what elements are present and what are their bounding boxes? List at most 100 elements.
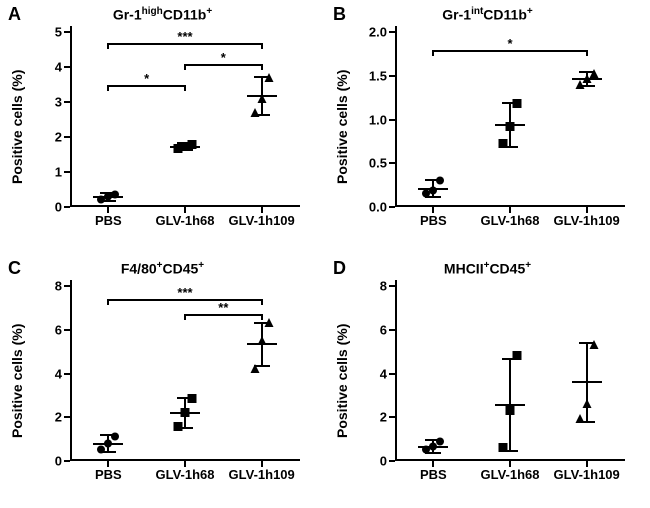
- y-tick-label: 0.0: [369, 200, 387, 215]
- x-tick-label: GLV-1h109: [554, 213, 620, 228]
- x-tick-label: GLV-1h68: [480, 467, 539, 482]
- y-axis: [70, 280, 72, 461]
- panel-a: A Gr-1highCD11b+ Positive cells (%) 0123…: [0, 0, 325, 254]
- y-tick: [389, 75, 395, 77]
- y-tick: [389, 206, 395, 208]
- data-point: [513, 95, 522, 113]
- data-point: [499, 135, 508, 153]
- y-tick-label: 2: [380, 410, 387, 425]
- y-tick-label: 2: [55, 410, 62, 425]
- panel-d: D MHCII+CD45+ Positive cells (%) 02468PB…: [325, 254, 650, 508]
- y-tick-label: 1: [55, 165, 62, 180]
- significance-bracket-end: [107, 299, 109, 305]
- significance-label: *: [144, 72, 149, 85]
- data-point: [250, 360, 259, 378]
- y-axis: [395, 26, 397, 207]
- data-point: [257, 90, 266, 108]
- yaxis-label-b: Positive cells (%): [334, 0, 352, 254]
- x-tick-label: GLV-1h109: [229, 213, 295, 228]
- data-point: [436, 172, 445, 190]
- data-point: [264, 69, 273, 87]
- data-point: [575, 410, 584, 428]
- y-tick: [64, 329, 70, 331]
- y-tick-label: 1.5: [369, 68, 387, 83]
- y-tick-label: 8: [380, 279, 387, 294]
- x-tick-label: GLV-1h109: [229, 467, 295, 482]
- panel-title-c: F4/80+CD45+: [0, 260, 325, 277]
- yaxis-label-c: Positive cells (%): [9, 254, 27, 508]
- y-tick-label: 4: [55, 366, 62, 381]
- yaxis-label-d: Positive cells (%): [334, 254, 352, 508]
- data-point: [582, 395, 591, 413]
- significance-bracket-end: [261, 43, 263, 49]
- data-point: [436, 433, 445, 451]
- data-point: [111, 186, 120, 204]
- significance-label: **: [218, 301, 228, 314]
- x-tick-label: GLV-1h68: [155, 467, 214, 482]
- significance-bracket-end: [107, 43, 109, 49]
- yaxis-label-a: Positive cells (%): [9, 0, 27, 254]
- x-tick-label: PBS: [420, 213, 447, 228]
- y-tick-label: 8: [55, 279, 62, 294]
- y-tick-label: 2: [55, 130, 62, 145]
- data-point: [188, 390, 197, 408]
- significance-bracket-end: [586, 50, 588, 56]
- y-tick-label: 3: [55, 95, 62, 110]
- significance-label: ***: [177, 30, 192, 43]
- y-tick-label: 6: [380, 322, 387, 337]
- y-tick-label: 0: [55, 454, 62, 469]
- y-tick-label: 5: [55, 25, 62, 40]
- y-tick: [64, 416, 70, 418]
- y-tick: [64, 136, 70, 138]
- y-tick-label: 4: [380, 366, 387, 381]
- y-tick-label: 6: [55, 322, 62, 337]
- y-tick-label: 2.0: [369, 25, 387, 40]
- y-tick: [64, 31, 70, 33]
- significance-bracket-end: [184, 314, 186, 320]
- y-tick: [389, 460, 395, 462]
- y-tick: [64, 460, 70, 462]
- x-tick-label: PBS: [95, 467, 122, 482]
- y-tick: [389, 285, 395, 287]
- significance-bracket-end: [432, 50, 434, 56]
- y-tick: [64, 171, 70, 173]
- panel-title-b: Gr-1intCD11b+: [325, 6, 650, 23]
- data-point: [506, 118, 515, 136]
- plot-area-c: 02468PBSGLV-1h68GLV-1h109*****: [70, 286, 300, 461]
- data-point: [111, 428, 120, 446]
- panel-title-d: MHCII+CD45+: [325, 260, 650, 277]
- y-axis: [395, 280, 397, 461]
- y-tick: [389, 416, 395, 418]
- significance-label: *: [221, 51, 226, 64]
- significance-label: *: [507, 37, 512, 50]
- y-tick: [389, 373, 395, 375]
- y-tick-label: 0: [380, 454, 387, 469]
- figure: A Gr-1highCD11b+ Positive cells (%) 0123…: [0, 0, 650, 508]
- x-tick-label: GLV-1h109: [554, 467, 620, 482]
- panel-b: B Gr-1intCD11b+ Positive cells (%) 0.00.…: [325, 0, 650, 254]
- y-axis: [70, 26, 72, 207]
- mean-line: [572, 381, 602, 383]
- data-point: [513, 347, 522, 365]
- plot-area-d: 02468PBSGLV-1h68GLV-1h109: [395, 286, 625, 461]
- y-tick: [389, 31, 395, 33]
- y-tick-label: 1.0: [369, 112, 387, 127]
- y-tick: [389, 119, 395, 121]
- x-tick-label: PBS: [420, 467, 447, 482]
- data-point: [257, 332, 266, 350]
- plot-area-b: 0.00.51.01.52.0PBSGLV-1h68GLV-1h109*: [395, 32, 625, 207]
- significance-bracket-end: [184, 64, 186, 70]
- x-tick-label: GLV-1h68: [155, 213, 214, 228]
- significance-bracket-end: [261, 64, 263, 70]
- y-tick: [64, 206, 70, 208]
- y-tick-label: 0: [55, 200, 62, 215]
- data-point: [264, 314, 273, 332]
- data-point: [506, 402, 515, 420]
- data-point: [499, 439, 508, 457]
- significance-bracket-end: [184, 85, 186, 91]
- significance-bracket-end: [261, 299, 263, 305]
- significance-label: ***: [177, 286, 192, 299]
- data-point: [589, 65, 598, 83]
- y-tick: [389, 329, 395, 331]
- data-point: [188, 136, 197, 154]
